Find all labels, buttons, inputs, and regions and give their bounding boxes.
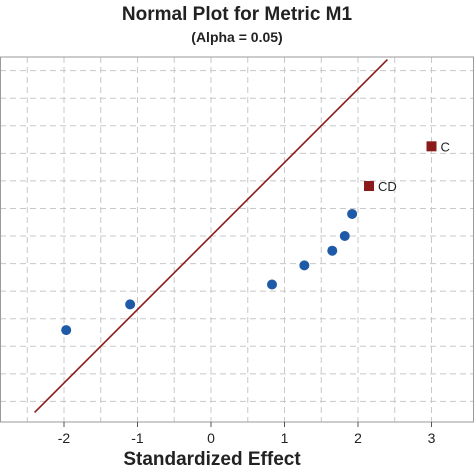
plot-frame (0, 56, 474, 423)
data-point (267, 279, 278, 290)
data-point (299, 260, 310, 271)
data-point (339, 231, 350, 241)
data-point (347, 208, 358, 219)
x-tick-label: 3 (428, 430, 436, 446)
chart-subtitle: (Alpha = 0.05) (191, 29, 283, 45)
chart-title: Normal Plot for Metric M1 (121, 4, 353, 25)
data-point-significant (426, 141, 437, 152)
x-tick-label: 2 (354, 430, 362, 446)
x-tick-label: -2 (58, 430, 71, 446)
point-labels: CD C (378, 139, 450, 194)
plot-border (0, 56, 474, 423)
point-label: CD (378, 179, 397, 194)
data-point-significant (364, 181, 375, 192)
x-axis-label: Standardized Effect (123, 449, 301, 470)
x-axis-ticks: -2 -1 0 1 2 3 (58, 422, 436, 446)
fit-line (34, 59, 388, 413)
point-label: C (441, 139, 450, 154)
reference-line (34, 59, 388, 413)
data-point (327, 245, 338, 256)
data-point (61, 325, 72, 336)
x-tick-label: 0 (207, 430, 215, 446)
data-points (61, 141, 437, 336)
x-tick-label: -1 (131, 430, 144, 446)
grid-lines (0, 57, 474, 422)
data-point (125, 299, 136, 310)
x-tick-label: 1 (281, 430, 289, 446)
